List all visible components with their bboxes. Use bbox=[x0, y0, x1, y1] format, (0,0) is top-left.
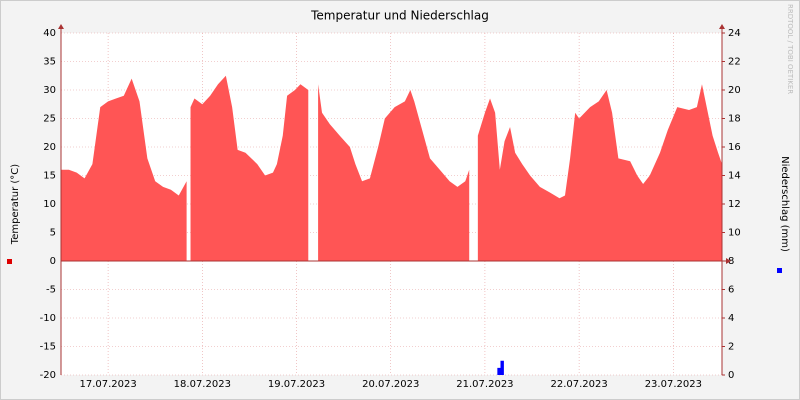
precipitation-bar bbox=[500, 360, 504, 375]
x-tick-label: 22.07.2023 bbox=[550, 379, 607, 390]
y2-tick-label: 24 bbox=[728, 28, 741, 39]
y2-tick-label: 2 bbox=[728, 342, 734, 353]
y2-axis-label: Niederschlag (mm) bbox=[779, 156, 790, 252]
y-tick-label: 0 bbox=[50, 256, 56, 267]
y2-tick-label: 20 bbox=[728, 85, 741, 96]
y-tick-label: 25 bbox=[43, 114, 56, 125]
legend-swatch bbox=[777, 268, 782, 273]
axis-arrow bbox=[726, 258, 731, 264]
y-tick-label: 5 bbox=[50, 228, 56, 239]
y-tick-label: 30 bbox=[43, 85, 56, 96]
y2-tick-label: 8 bbox=[728, 256, 734, 267]
y2-tick-label: 12 bbox=[728, 199, 741, 210]
y2-tick-label: 10 bbox=[728, 228, 741, 239]
y-tick-label: 20 bbox=[43, 142, 56, 153]
x-tick-label: 23.07.2023 bbox=[645, 379, 702, 390]
y2-tick-label: 22 bbox=[728, 57, 741, 68]
y-axis-label: Temperatur (°C) bbox=[10, 164, 21, 245]
y-tick-label: 10 bbox=[43, 199, 56, 210]
y-tick-label: -20 bbox=[40, 370, 56, 381]
y2-tick-label: 6 bbox=[728, 285, 734, 296]
precipitation-bar bbox=[497, 367, 501, 375]
y-tick-label: 15 bbox=[43, 171, 56, 182]
y2-tick-label: 18 bbox=[728, 114, 741, 125]
y-tick-label: 35 bbox=[43, 57, 56, 68]
legend-swatch bbox=[7, 259, 12, 264]
x-tick-label: 17.07.2023 bbox=[79, 379, 136, 390]
watermark: RRDTOOL / TOBI OETIKER bbox=[786, 4, 794, 94]
x-tick-label: 21.07.2023 bbox=[456, 379, 513, 390]
y-tick-label: 40 bbox=[43, 28, 56, 39]
axis-arrow bbox=[58, 24, 64, 29]
x-tick-label: 19.07.2023 bbox=[268, 379, 325, 390]
y-tick-label: -15 bbox=[40, 342, 56, 353]
y-tick-label: -5 bbox=[46, 285, 56, 296]
x-tick-label: 20.07.2023 bbox=[362, 379, 419, 390]
x-tick-label: 18.07.2023 bbox=[174, 379, 231, 390]
temperature-area bbox=[61, 75, 722, 261]
y2-tick-label: 14 bbox=[728, 171, 741, 182]
axis-arrow bbox=[719, 24, 725, 29]
y2-tick-label: 0 bbox=[728, 370, 734, 381]
chart-title: Temperatur und Niederschlag bbox=[310, 9, 489, 23]
y2-tick-label: 16 bbox=[728, 142, 741, 153]
y-tick-label: -10 bbox=[40, 313, 56, 324]
y2-tick-label: 4 bbox=[728, 313, 734, 324]
